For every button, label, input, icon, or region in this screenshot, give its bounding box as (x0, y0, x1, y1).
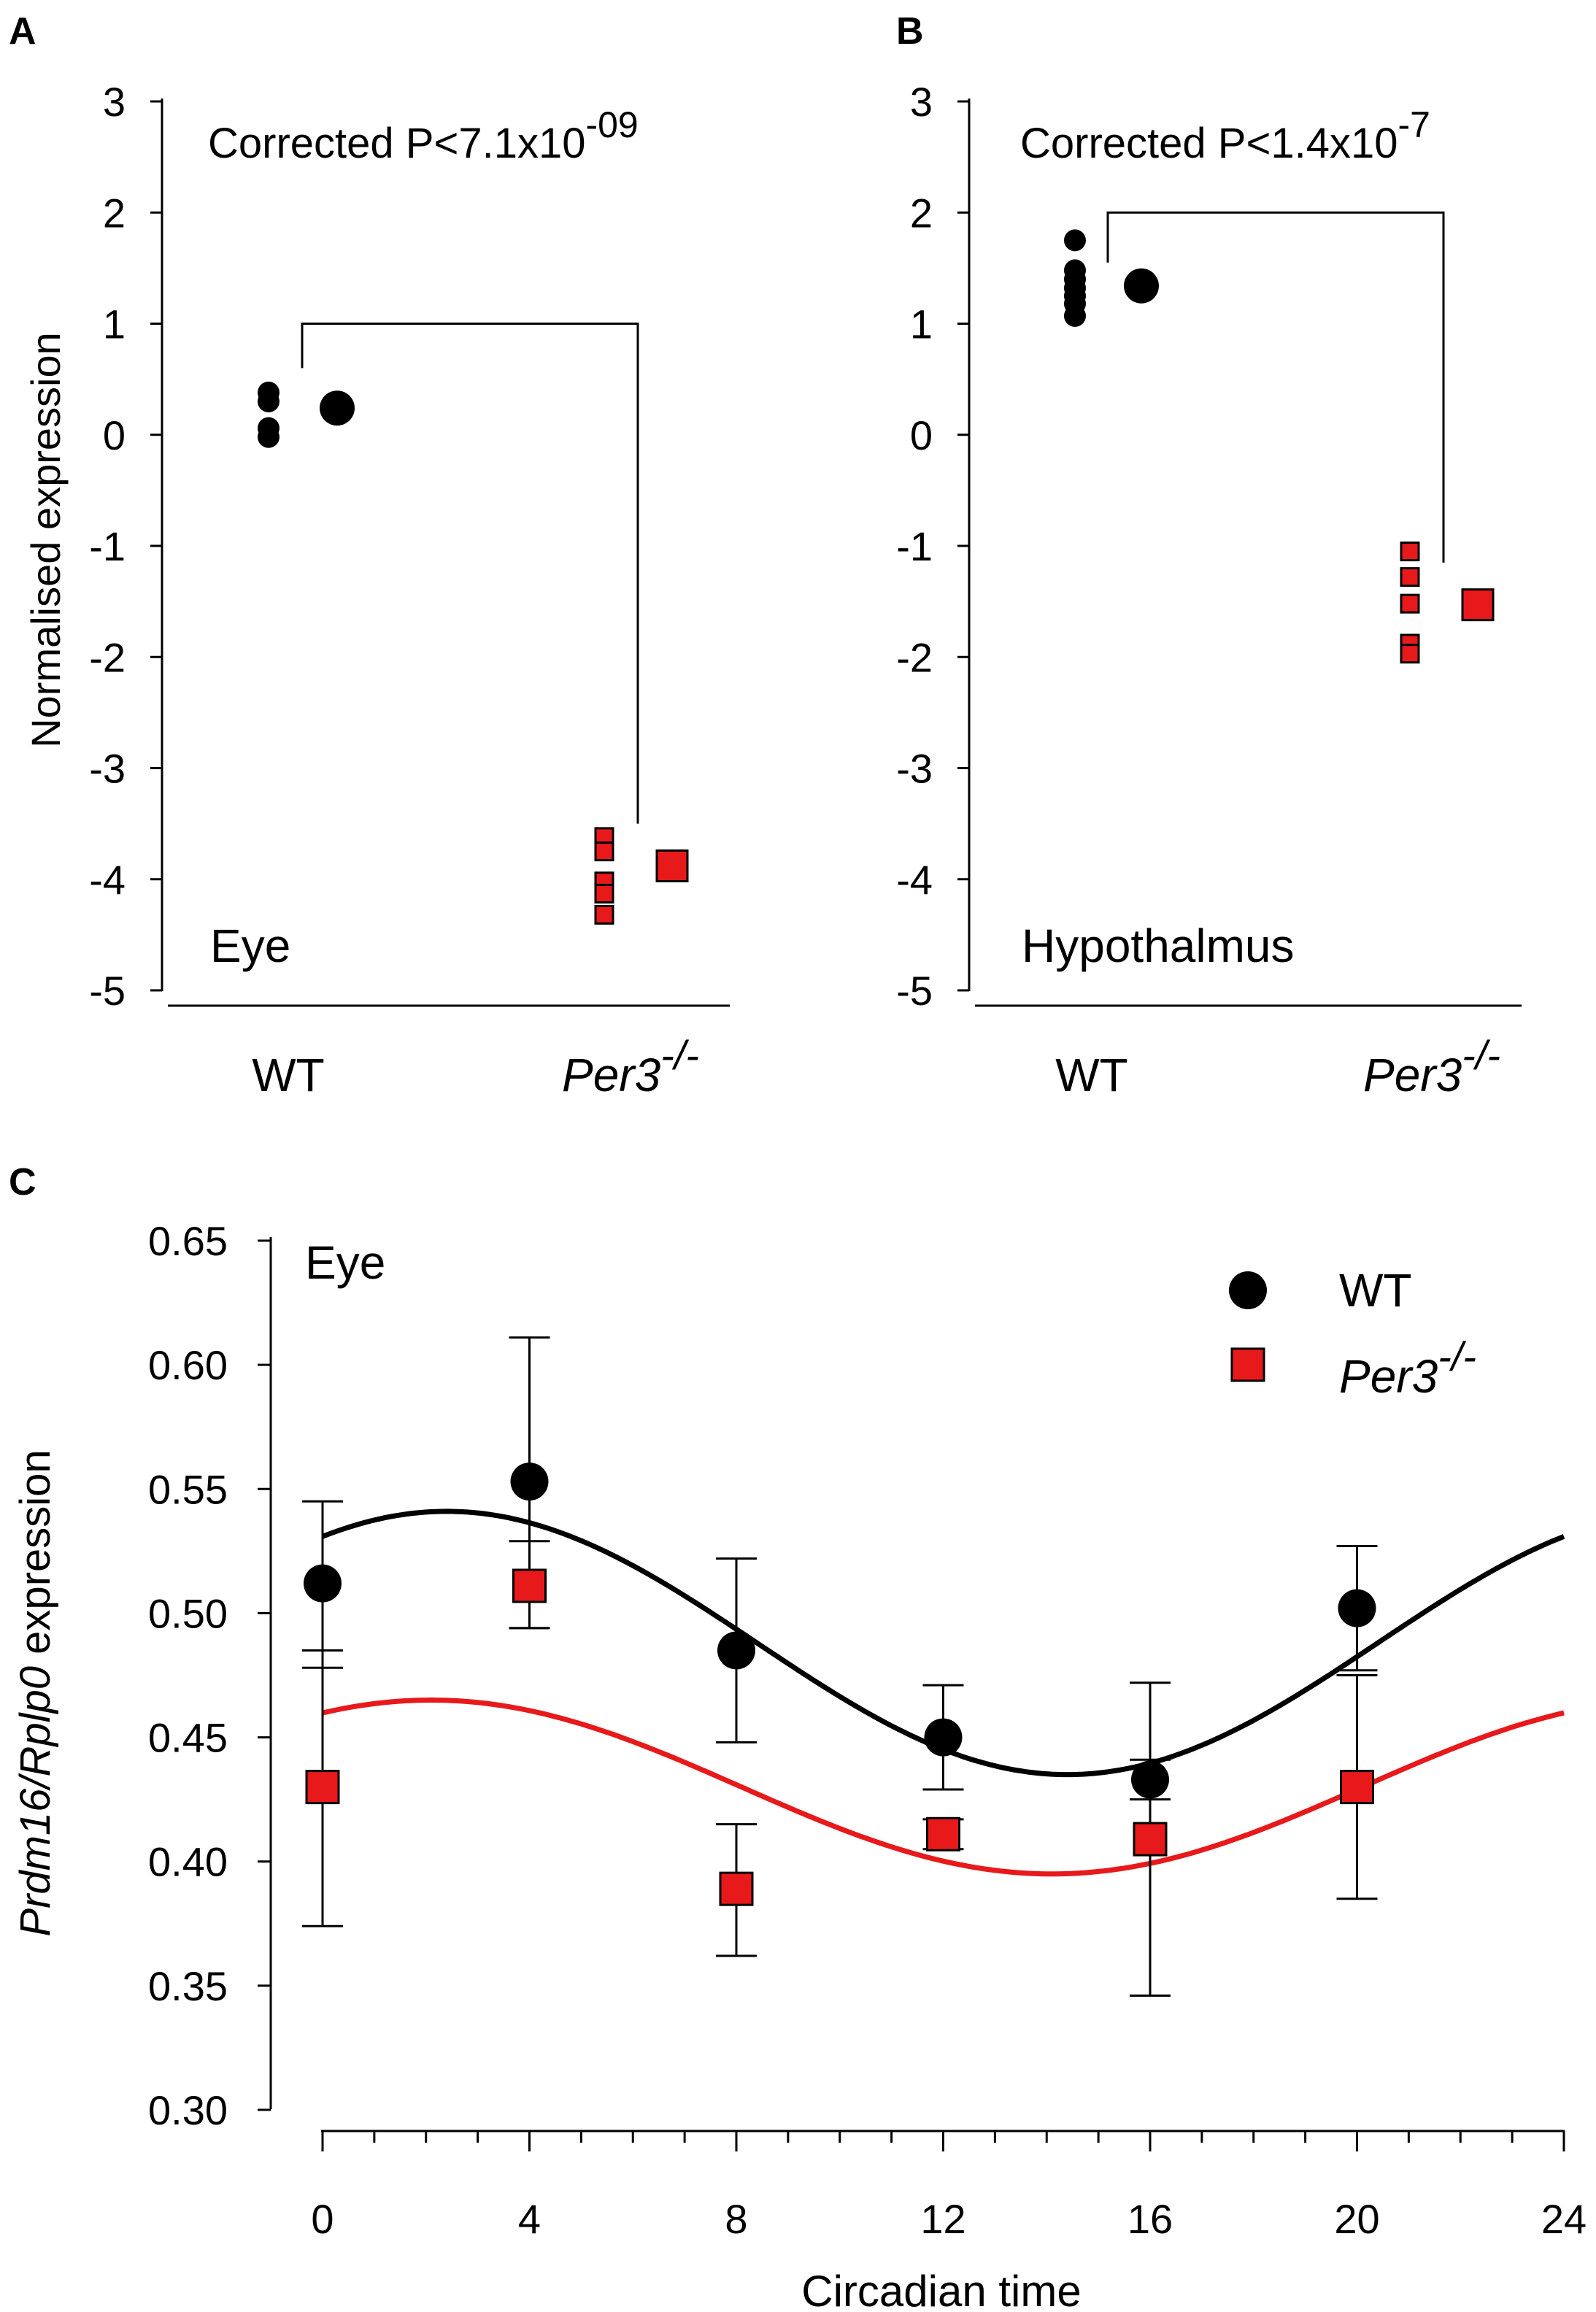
panel-a-ytick-label: 1 (103, 301, 126, 347)
panel-a-category-wt: WT (252, 1049, 325, 1101)
panel-b-tissue-label: Hypothalmus (1022, 920, 1295, 972)
panel-a-ytick-label: -4 (89, 857, 126, 903)
panel-a: A Normalised expression 3 2 1 0 -1 -2 -3 -4 -5 C… (9, 10, 730, 1101)
panel-b-points (1064, 229, 1495, 664)
panel-a-significance-bracket (301, 323, 639, 824)
ko-point (1400, 593, 1420, 614)
panel-b-ytick-label: -3 (896, 746, 933, 792)
panel-c-label: C (9, 1161, 36, 1203)
panel-b-ytick-label: 1 (910, 301, 933, 347)
panel-b-ytick-label: -2 (896, 634, 933, 680)
panel-b-category-ko: Per3-/- (1363, 1032, 1500, 1101)
panel-b-title: Corrected P<1.4x10-7 (1020, 104, 1430, 167)
panel-c: C Prdm16/Rplp0 expression 0.650.600.550.… (9, 1161, 1587, 2312)
panel-c-ytick-label: 0.55 (148, 1466, 228, 1512)
panel-c-xtick-label: 4 (518, 2196, 541, 2242)
ko-data-point (305, 1770, 340, 1805)
wt-point (1064, 304, 1086, 327)
panel-a-title: Corrected P<7.1x10-09 (208, 104, 639, 167)
panel-c-xlabel: Circadian time (801, 2267, 1081, 2312)
panel-a-ytick-label: 3 (103, 79, 126, 125)
panel-c-ytick-label: 0.30 (148, 2087, 228, 2133)
panel-b-ytick-label: -4 (896, 857, 933, 903)
panel-c-x-ticks: 0 4 8 12 16 20 24 (311, 2131, 1587, 2242)
wt-point (258, 390, 280, 413)
panel-b-ytick-label: 3 (910, 79, 933, 125)
ko-mean-point (655, 849, 689, 882)
ko-point (1400, 567, 1420, 587)
panel-c-points (304, 1463, 1376, 1906)
panel-b-category-wt: WT (1055, 1049, 1128, 1101)
panel-c-ytick-label: 0.35 (148, 1963, 228, 2009)
wt-data-point (304, 1564, 342, 1603)
panel-c-tissue-label: Eye (305, 1236, 385, 1289)
panel-a-tissue-label: Eye (210, 920, 290, 972)
panel-c-xtick-label: 12 (920, 2196, 965, 2242)
panel-c-ytick-label: 0.60 (148, 1342, 228, 1388)
panel-c-ytick-label: 0.65 (148, 1218, 228, 1264)
legend-wt-label: WT (1339, 1264, 1412, 1317)
panel-c-xtick-label: 24 (1541, 2196, 1587, 2242)
wt-data-point (1131, 1760, 1169, 1799)
panel-a-ytick-label: -2 (89, 634, 126, 680)
panel-b-ytick-label: -5 (896, 968, 933, 1014)
panel-b-ytick-label: -1 (896, 523, 933, 569)
panel-b: B 3 2 1 0 -1 -2 -3 -4 -5 Corrected P<1.4x10-7 Hy… (896, 10, 1522, 1101)
panel-c-y-ticks: 0.65 0.60 0.55 0.50 0.45 0.40 0.35 0.30 (148, 1218, 271, 2133)
panel-c-legend: WT Per3-/- (1229, 1264, 1476, 1403)
panel-c-error-bars (302, 1336, 1378, 1997)
ko-point (594, 841, 614, 862)
panel-c-ytick-label: 0.50 (148, 1590, 228, 1636)
wt-point (1064, 229, 1086, 252)
ko-point (594, 904, 614, 925)
panel-a-ytick-label: 0 (103, 412, 126, 458)
legend-ko-label: Per3-/- (1339, 1333, 1476, 1403)
wt-mean-point (320, 390, 355, 426)
panel-c-xtick-label: 20 (1334, 2196, 1379, 2242)
panel-a-ytick-label: -1 (89, 523, 126, 569)
ko-data-point (512, 1568, 547, 1603)
panel-c-xtick-label: 8 (725, 2196, 747, 2242)
panel-c-ytick-label: 0.40 (148, 1839, 228, 1885)
panel-a-ytick-label: -3 (89, 746, 126, 792)
ko-point (1400, 644, 1420, 664)
panel-a-ytick-label: 2 (103, 190, 126, 236)
wt-data-point (717, 1631, 755, 1670)
wt-mean-point (1124, 268, 1159, 304)
panel-a-points (258, 381, 689, 925)
ko-point (594, 884, 614, 904)
panel-b-label: B (896, 10, 924, 53)
panel-a-label: A (9, 10, 36, 53)
panel-b-ytick-label: 0 (910, 412, 933, 458)
ko-data-point (1133, 1822, 1168, 1857)
wt-data-point (924, 1718, 963, 1757)
wt-point (258, 425, 280, 448)
panel-a-y-ticks: 3 2 1 0 -1 -2 -3 -4 -5 (89, 79, 162, 1014)
panel-b-significance-bracket (1106, 211, 1445, 563)
ko-data-point (719, 1871, 754, 1906)
legend-wt-marker (1229, 1271, 1267, 1309)
wt-data-point (1338, 1589, 1376, 1627)
panel-a-ylabel: Normalised expression (23, 332, 69, 748)
ko-mean-point (1461, 588, 1495, 622)
ko-data-point (926, 1816, 960, 1851)
panel-c-ylabel: Prdm16/Rplp0 expression (12, 1449, 59, 1936)
ko-point (1400, 542, 1420, 562)
panel-c-xtick-label: 16 (1127, 2196, 1173, 2242)
panel-b-ytick-label: 2 (910, 190, 933, 236)
legend-ko-marker (1230, 1347, 1265, 1382)
panel-b-y-ticks: 3 2 1 0 -1 -2 -3 -4 -5 (896, 79, 969, 1014)
ko-data-point (1340, 1770, 1374, 1805)
panel-a-ytick-label: -5 (89, 968, 126, 1014)
wt-data-point (510, 1463, 549, 1501)
panel-c-xtick-label: 0 (311, 2196, 334, 2242)
panel-c-ytick-label: 0.45 (148, 1715, 228, 1761)
panel-a-category-ko: Per3-/- (562, 1032, 699, 1101)
